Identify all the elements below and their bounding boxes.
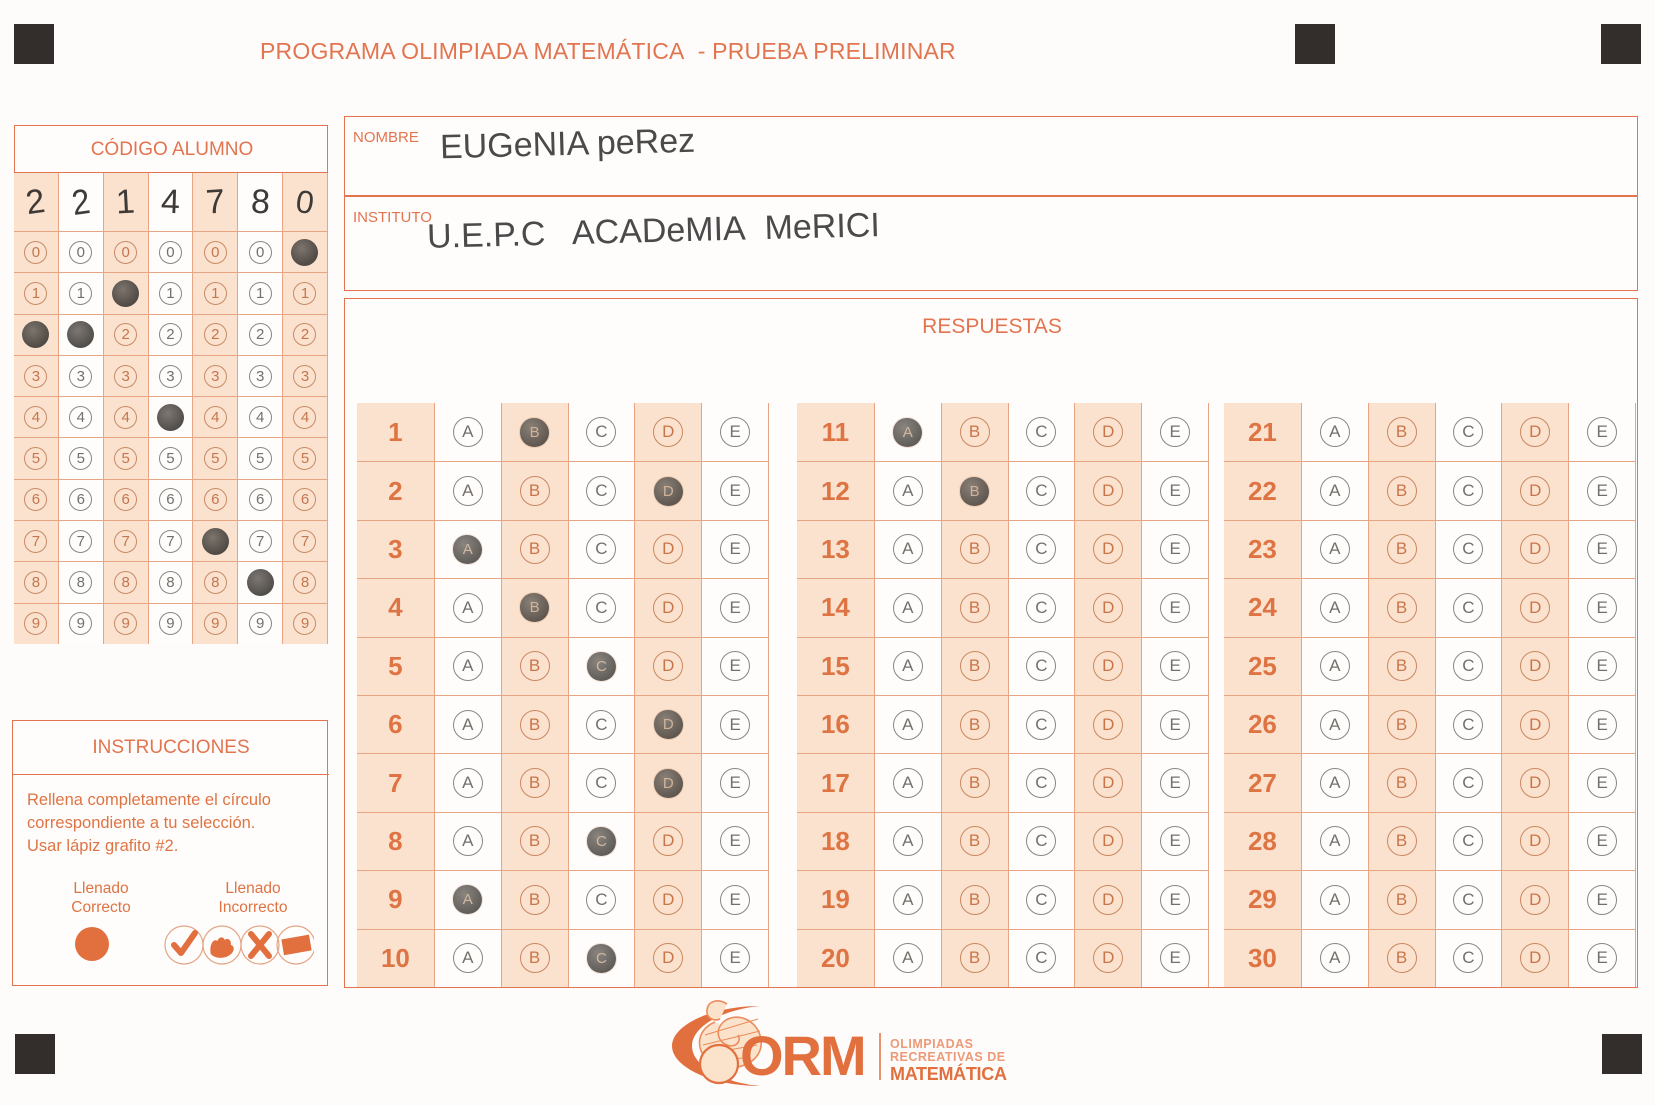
svg-text:RECREATIVAS DE: RECREATIVAS DE bbox=[890, 1050, 1006, 1064]
svg-text:OLIMPIADAS: OLIMPIADAS bbox=[890, 1037, 973, 1051]
svg-text:ORM: ORM bbox=[740, 1024, 865, 1087]
svg-text:MATEMÁTICA: MATEMÁTICA bbox=[890, 1063, 1007, 1084]
